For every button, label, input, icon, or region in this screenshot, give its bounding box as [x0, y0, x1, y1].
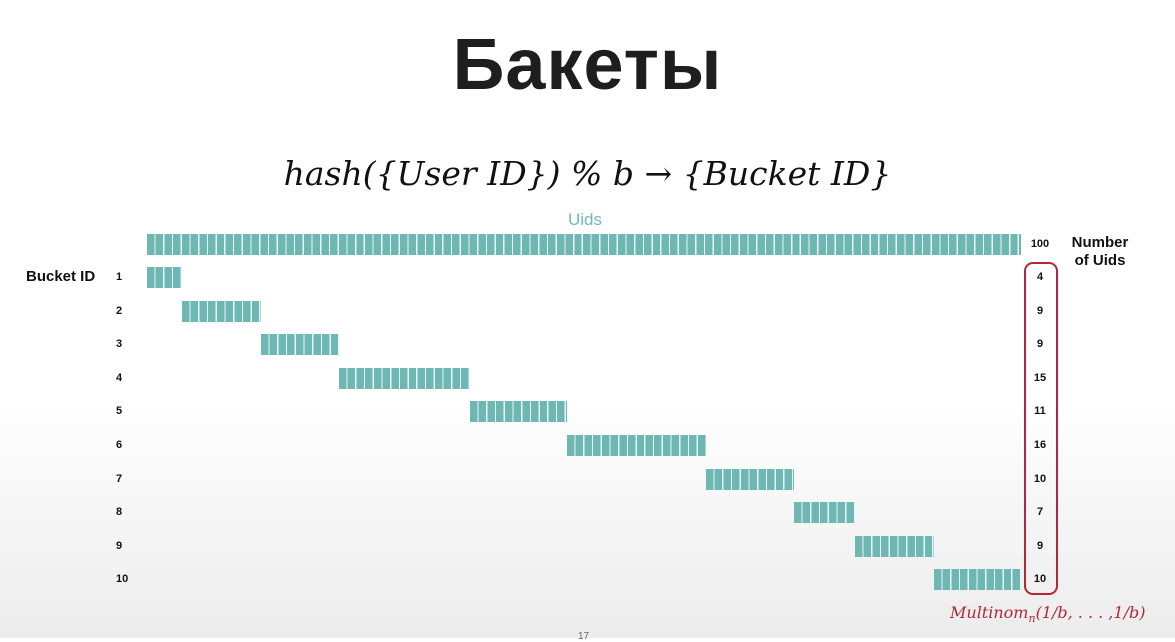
multinomial-formula: Multinomn(1/b, . . . ,1/b): [950, 603, 1145, 625]
number-header-line2: of Uids: [1074, 252, 1126, 269]
bucket-label-4: 4: [116, 371, 123, 384]
counts-highlight-box: [1024, 262, 1058, 595]
bucket-label-2: 2: [116, 304, 123, 317]
bucket-count-7: 10: [1033, 472, 1047, 485]
multinom-subscript: n: [1028, 612, 1036, 626]
bucket-id-header: Bucket ID: [26, 268, 96, 285]
bucket-bar-10: [933, 569, 1021, 591]
bucket-label-9: 9: [116, 539, 123, 552]
multinom-args: (1/b, . . . ,1/b): [1035, 603, 1146, 622]
bucket-count-10: 10: [1033, 573, 1047, 586]
page-number: 17: [578, 631, 590, 642]
bucket-label-3: 3: [116, 338, 123, 351]
bucket-count-4: 15: [1033, 371, 1047, 384]
bucket-count-9: 9: [1036, 539, 1044, 552]
bucket-bar-6: [566, 435, 707, 456]
bucket-count-8: 7: [1036, 506, 1044, 519]
uids-label: Uids: [567, 210, 602, 229]
number-of-uids-header: Number of Uids: [1064, 234, 1136, 270]
bucket-bar-5: [470, 401, 567, 423]
bucket-label-8: 8: [116, 506, 123, 519]
all-uids-bar: [147, 234, 1021, 255]
bucket-count-6: 16: [1033, 439, 1047, 451]
bucket-count-1: 4: [1036, 271, 1044, 283]
bucket-bar-8: [793, 502, 855, 524]
bucket-bar-4: [339, 367, 471, 389]
bucket-label-10: 10: [116, 573, 129, 586]
bucket-count-3: 9: [1036, 338, 1044, 351]
bucket-label-5: 5: [116, 405, 123, 418]
bucket-bar-3: [260, 334, 340, 356]
number-header-line1: Number: [1071, 234, 1129, 251]
bucket-bar-1: [147, 267, 182, 288]
hash-formula: hash({User ID}) % b → {Bucket ID}: [283, 154, 892, 193]
bucket-label-1: 1: [116, 271, 123, 283]
bucket-count-2: 9: [1036, 304, 1044, 317]
bucket-count-5: 11: [1034, 405, 1046, 418]
total-uids-count: 100: [1030, 238, 1050, 250]
bucket-label-7: 7: [116, 472, 123, 485]
bucket-bar-7: [706, 468, 794, 490]
slide-title: Бакеты: [452, 25, 723, 105]
bucket-bar-9: [854, 535, 934, 557]
bucket-label-6: 6: [116, 439, 123, 451]
bucket-bar-2: [181, 300, 261, 322]
multinom-prefix: Multinom: [950, 603, 1029, 622]
